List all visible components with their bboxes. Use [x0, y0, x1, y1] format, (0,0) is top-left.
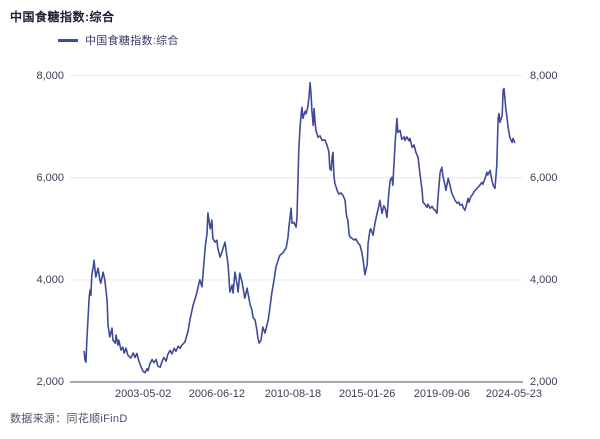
x-tick-label: 2010-08-18 [264, 388, 322, 400]
y-tick-label-left: 4,000 [36, 273, 64, 286]
x-tick-label: 2019-09-06 [413, 388, 471, 400]
series-line [83, 81, 516, 374]
legend: 中国食糖指数:综合 [58, 32, 179, 48]
y-tick-label-right: 2,000 [530, 376, 558, 388]
gridlines [70, 75, 522, 281]
chart-title: 中国食糖指数:综合 [10, 10, 115, 24]
y-tick-label-right: 4,000 [530, 273, 558, 286]
y-tick-label-left: 8,000 [36, 69, 64, 82]
y-tick-label-left: 6,000 [36, 171, 64, 184]
x-tick-label: 2015-01-26 [339, 388, 396, 400]
y-tick-label-right: 8,000 [530, 69, 558, 82]
legend-line-swatch [58, 38, 78, 42]
x-tick-label: 2003-05-02 [114, 388, 172, 400]
y-tick-label-left: 2,000 [36, 376, 64, 388]
y-tick-label-right: 6,000 [530, 171, 558, 184]
data-source: 数据来源：同花顺iFinD [10, 413, 128, 425]
legend-label: 中国食糖指数:综合 [85, 35, 179, 47]
x-tick-label: 2006-06-12 [188, 388, 246, 400]
x-tick-label: 2024-05-23 [485, 388, 543, 400]
